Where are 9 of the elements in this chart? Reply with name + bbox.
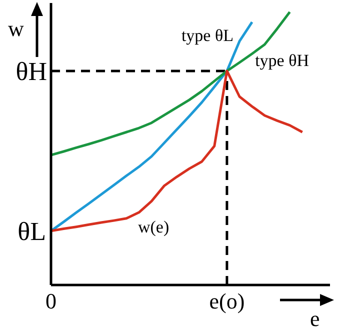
x-tick-label: 0	[46, 288, 56, 314]
series-label: type θH	[255, 50, 310, 70]
annotation: θL	[18, 217, 46, 246]
x-axis-title: e	[310, 306, 320, 329]
x-tick-label: e(o)	[209, 288, 245, 314]
y-axis-title: w	[8, 16, 24, 41]
series-label: w(e)	[138, 217, 170, 236]
series-label: type θL	[181, 26, 234, 46]
ref-line-label: θH	[16, 57, 48, 86]
